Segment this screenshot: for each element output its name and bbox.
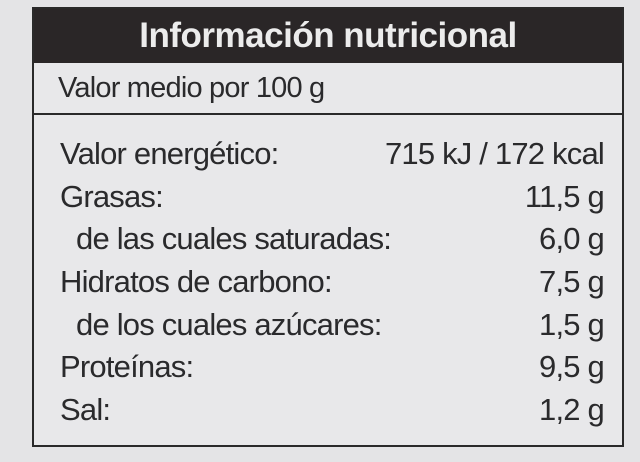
nutrient-row-saturated: de las cuales saturadas: 6,0 g: [34, 218, 622, 261]
nutrient-value: 7,5 g: [539, 264, 605, 300]
nutrient-value: 9,5 g: [539, 349, 605, 385]
nutrient-row-protein: Proteínas: 9,5 g: [34, 346, 622, 389]
nutrient-row-salt: Sal: 1,2 g: [34, 389, 622, 432]
nutrient-label: Hidratos de carbono:: [60, 264, 333, 300]
nutrient-row-carbs: Hidratos de carbono: 7,5 g: [34, 261, 622, 304]
nutrient-value: 6,0 g: [539, 221, 605, 257]
nutrient-label: de las cuales saturadas:: [76, 221, 392, 257]
nutrient-value: 1,2 g: [539, 392, 605, 428]
label-title: Información nutricional: [34, 9, 622, 63]
nutrient-row-energy: Valor energético: 715 kJ / 172 kcal: [34, 133, 622, 176]
nutrient-row-sugars: de los cuales azúcares: 1,5 g: [34, 304, 622, 347]
nutrient-value: 1,5 g: [539, 306, 605, 342]
nutrient-value: 11,5 g: [524, 178, 605, 214]
nutrient-label: Sal:: [60, 392, 111, 428]
nutrient-value: 715 kJ / 172 kcal: [384, 136, 605, 171]
nutrient-label: Proteínas:: [60, 349, 194, 385]
nutrient-row-fat: Grasas: 11,5 g: [34, 176, 622, 219]
nutrient-label: Valor energético:: [60, 136, 279, 171]
nutrition-label: Información nutricional Valor medio por …: [32, 7, 624, 447]
nutrient-label: de los cuales azúcares:: [76, 306, 382, 342]
nutrient-table: Valor energético: 715 kJ / 172 kcal Grasa…: [34, 133, 622, 432]
serving-basis: Valor medio por 100 g: [34, 63, 622, 115]
nutrient-label: Grasas:: [60, 178, 164, 214]
